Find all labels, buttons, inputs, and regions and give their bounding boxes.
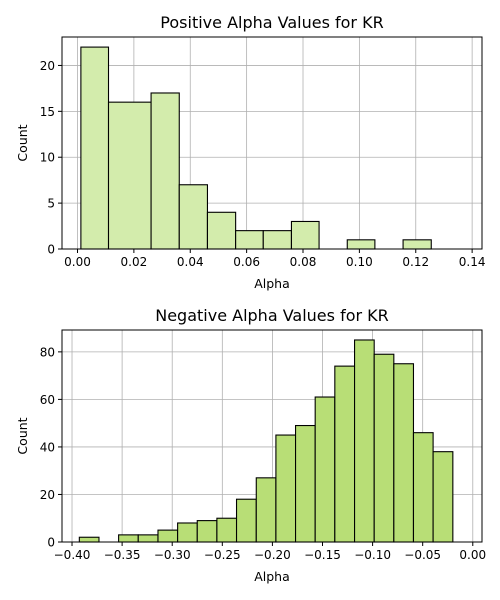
- x-tick-label: 0.04: [177, 255, 204, 269]
- histogram-bar: [346, 239, 376, 250]
- y-axis-label: Count: [15, 124, 30, 161]
- x-tick-label: −0.10: [354, 548, 391, 562]
- histogram-bar: [262, 230, 292, 250]
- histogram-bar: [157, 529, 179, 543]
- x-tick-label: −0.35: [104, 548, 141, 562]
- histogram-bar: [177, 522, 198, 543]
- y-tick-label: 15: [40, 105, 55, 119]
- histogram-bar: [78, 536, 100, 543]
- histogram-bar: [178, 184, 208, 250]
- histogram-bar: [393, 363, 415, 543]
- histogram-bar: [290, 220, 320, 250]
- histogram-bar: [432, 451, 454, 543]
- x-tick-label: −0.40: [54, 548, 91, 562]
- histogram-bar: [150, 92, 180, 250]
- histogram-bar: [402, 239, 432, 250]
- histogram-bar: [107, 101, 152, 250]
- x-tick-label: −0.25: [204, 548, 241, 562]
- histogram-bar: [354, 339, 375, 543]
- histogram-bar: [275, 434, 297, 543]
- x-tick-label: 0.02: [121, 255, 148, 269]
- y-tick-label: 60: [40, 393, 55, 407]
- y-tick-label: 20: [40, 488, 55, 502]
- chart-title: Positive Alpha Values for KR: [160, 13, 383, 32]
- x-tick-label: 0.14: [459, 255, 486, 269]
- x-tick-label: −0.15: [304, 548, 341, 562]
- x-tick-label: −0.20: [254, 548, 291, 562]
- y-axis-label: Count: [15, 417, 30, 454]
- positive-alpha-histogram: 0.00 0.02 0.04 0.06 0.08 0.10 0.12 0.14 0 5 10 15 20…: [15, 13, 485, 291]
- chart-title: Negative Alpha Values for KR: [155, 306, 389, 325]
- histogram-bar: [373, 353, 395, 543]
- x-tick-label: 0.06: [233, 255, 260, 269]
- x-tick-label: 0.08: [290, 255, 317, 269]
- negative-alpha-histogram: −0.40 −0.35 −0.30 −0.25 −0.20 −0.15 −0.10 −0.05…: [15, 306, 486, 584]
- y-tick-label: 20: [40, 59, 55, 73]
- histogram-bar: [206, 211, 237, 250]
- histogram-bar: [294, 424, 316, 543]
- histogram-bar: [255, 477, 277, 543]
- histogram-bar: [334, 365, 356, 543]
- histogram-bar: [235, 498, 257, 543]
- histogram-bar: [235, 230, 264, 250]
- x-tick-label: 0.10: [346, 255, 373, 269]
- x-tick-label: −0.30: [154, 548, 191, 562]
- x-axis-label: Alpha: [254, 569, 290, 584]
- histogram-bar: [137, 534, 159, 543]
- y-tick-label: 5: [47, 197, 55, 211]
- histogram-bar: [412, 432, 434, 543]
- x-tick-label: 0.12: [402, 255, 429, 269]
- histogram-bar: [314, 396, 336, 543]
- histogram-bar: [80, 46, 110, 250]
- histogram-bar: [216, 517, 238, 543]
- histogram-bar: [118, 534, 139, 543]
- histogram-bar: [196, 520, 218, 543]
- x-tick-label: 0.00: [64, 255, 91, 269]
- y-tick-label: 0: [47, 243, 55, 257]
- y-tick-label: 0: [47, 536, 55, 550]
- x-tick-label: 0.00: [459, 548, 486, 562]
- y-tick-label: 10: [40, 151, 55, 165]
- y-tick-label: 80: [40, 345, 55, 359]
- plot-frame: [61, 36, 483, 250]
- x-axis-label: Alpha: [254, 276, 290, 291]
- y-tick-label: 40: [40, 440, 55, 454]
- x-tick-label: −0.05: [404, 548, 441, 562]
